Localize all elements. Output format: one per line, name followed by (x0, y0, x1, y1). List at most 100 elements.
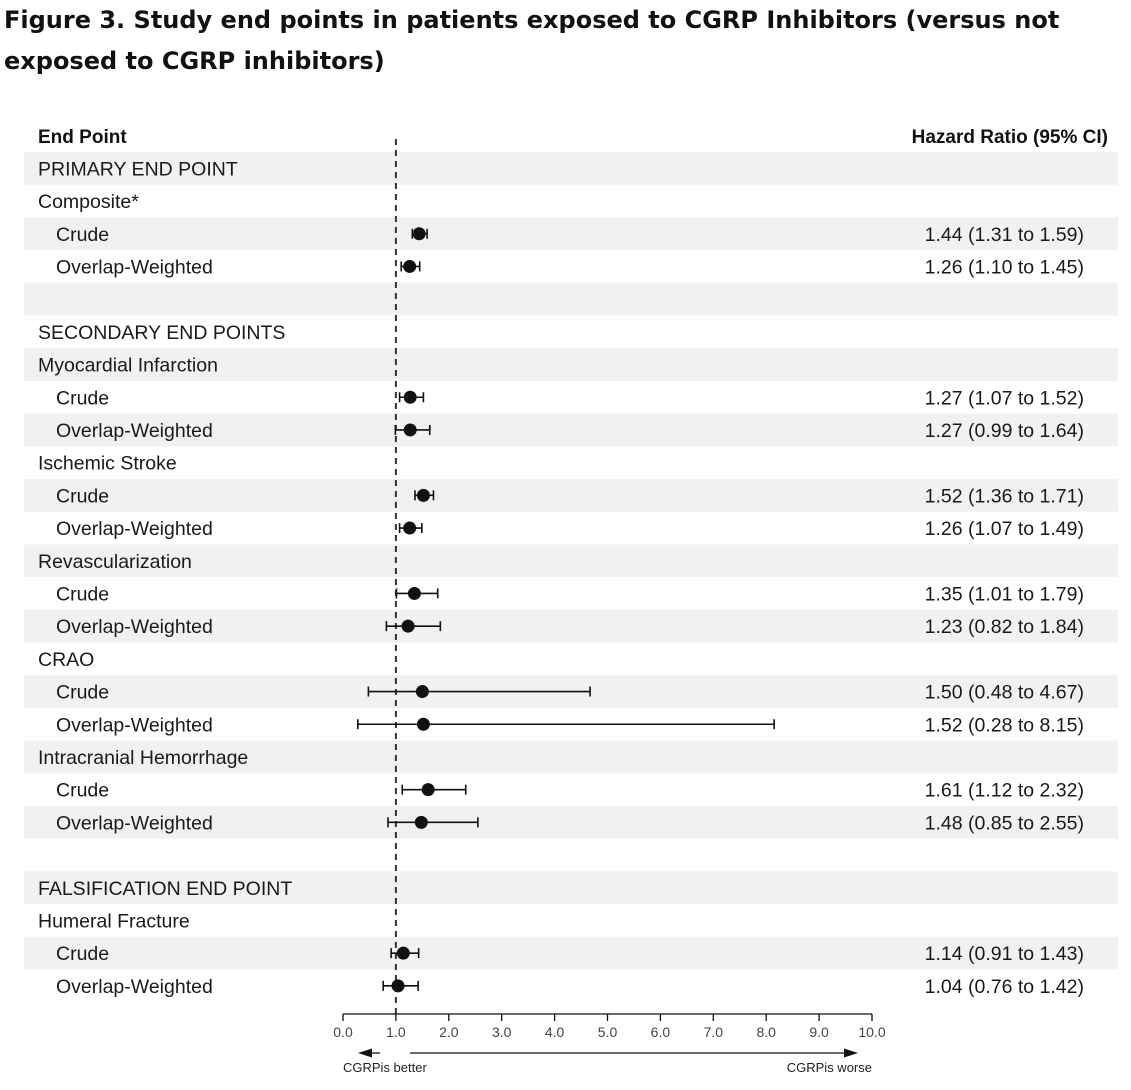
point-estimate (403, 259, 417, 273)
x-tick-label: 6.0 (651, 1024, 671, 1040)
arrow-right-icon (844, 1048, 858, 1058)
estimate-marker (394, 423, 431, 437)
row-label: Crude (56, 682, 109, 704)
hazard-ratio-value: 1.26 (1.10 to 1.45) (925, 256, 1084, 278)
point-estimate (403, 390, 417, 404)
point-estimate (391, 979, 405, 993)
hazard-ratio-value: 1.50 (0.48 to 4.67) (925, 682, 1084, 704)
point-estimate (421, 783, 435, 797)
estimate-marker (411, 227, 428, 241)
hazard-ratio-value: 1.27 (1.07 to 1.52) (925, 387, 1084, 409)
estimate-marker (390, 946, 420, 960)
row-label: Overlap-Weighted (56, 714, 213, 736)
point-estimate (412, 227, 426, 241)
x-tick-label: 8.0 (756, 1024, 776, 1040)
row-label: Overlap-Weighted (56, 812, 213, 834)
row-label: Overlap-Weighted (56, 976, 213, 998)
estimate-marker (387, 815, 479, 829)
hazard-ratio-value: 1.44 (1.31 to 1.59) (925, 224, 1084, 246)
column-header-end-point: End Point (38, 127, 127, 148)
direction-label-left: CGRPis better (343, 1060, 427, 1075)
figure-title: Figure 3. Study end points in patients e… (4, 6, 1060, 75)
column-header-hazard-ratio: Hazard Ratio (95% CI) (912, 127, 1108, 148)
row-band (24, 871, 1118, 905)
hazard-ratio-value: 1.26 (1.07 to 1.49) (925, 518, 1084, 540)
row-label: Crude (56, 943, 109, 965)
x-tick-label: 0.0 (333, 1024, 353, 1040)
hazard-ratio-value: 1.61 (1.12 to 2.32) (925, 780, 1084, 802)
estimate-marker (400, 259, 421, 273)
section-label: SECONDARY END POINTS (38, 322, 285, 344)
row-band (24, 936, 1118, 970)
section-label: PRIMARY END POINT (38, 158, 238, 180)
arrow-left-icon (358, 1048, 372, 1058)
row-band (24, 740, 1118, 774)
row-label: Overlap-Weighted (56, 256, 213, 278)
row-label: Crude (56, 387, 109, 409)
estimate-marker (357, 717, 775, 731)
group-label: Ischemic Stroke (38, 453, 177, 475)
estimate-marker (382, 979, 419, 993)
x-tick-label: 9.0 (809, 1024, 829, 1040)
point-estimate (403, 423, 417, 437)
row-band (24, 479, 1118, 512)
row-label: Overlap-Weighted (56, 616, 213, 638)
row-label: Crude (56, 780, 109, 802)
direction-label-right: CGRPis worse (787, 1060, 872, 1075)
group-label: Intracranial Hemorrhage (38, 747, 248, 769)
hazard-ratio-value: 1.48 (0.85 to 2.55) (925, 812, 1084, 834)
group-label: Humeral Fracture (38, 910, 190, 932)
section-label: FALSIFICATION END POINT (38, 878, 292, 900)
x-tick-label: 1.0 (386, 1024, 406, 1040)
estimate-marker (398, 390, 425, 404)
hazard-ratio-value: 1.04 (0.76 to 1.42) (925, 976, 1084, 998)
group-label: Revascularization (38, 551, 192, 573)
point-estimate (416, 488, 430, 502)
row-band (24, 806, 1118, 839)
x-tick-label: 7.0 (704, 1024, 724, 1040)
row-band (24, 348, 1118, 381)
point-estimate (415, 685, 429, 699)
row-band (24, 544, 1118, 578)
point-estimate (401, 619, 415, 633)
row-label: Crude (56, 485, 109, 507)
estimate-marker (414, 488, 435, 502)
group-label: CRAO (38, 649, 94, 671)
row-label: Overlap-Weighted (56, 420, 213, 442)
hazard-ratio-value: 1.14 (0.91 to 1.43) (925, 943, 1084, 965)
group-label: Composite* (38, 191, 139, 213)
row-band (24, 152, 1118, 185)
point-estimate (414, 815, 428, 829)
row-label: Crude (56, 583, 109, 605)
row-bands (24, 152, 1118, 970)
group-label: Myocardial Infarction (38, 355, 218, 377)
hazard-ratio-value: 1.23 (0.82 to 1.84) (925, 616, 1084, 638)
forest-rows: PRIMARY END POINT Composite* Crude 1.44 (1.… (38, 158, 1084, 998)
estimate-marker (385, 619, 442, 633)
row-label: Crude (56, 224, 109, 246)
row-band (24, 609, 1118, 643)
row-band (24, 217, 1118, 251)
point-estimate (407, 586, 421, 600)
hazard-ratio-value: 1.52 (1.36 to 1.71) (925, 485, 1084, 507)
row-band (24, 413, 1118, 447)
x-tick-label: 5.0 (598, 1024, 618, 1040)
estimate-marker (398, 521, 423, 535)
estimate-marker (395, 586, 439, 600)
x-tick-label: 3.0 (492, 1024, 512, 1040)
x-axis: 0.0 1.0 2.0 3.0 4.0 5.0 6.0 7.0 8.0 9.0 10.0 CGRPis… (333, 1013, 886, 1075)
estimate-marker (367, 685, 591, 699)
hazard-ratio-value: 1.27 (0.99 to 1.64) (925, 420, 1084, 442)
estimate-marker (401, 783, 467, 797)
point-estimate (403, 521, 417, 535)
x-tick-label: 10.0 (858, 1024, 885, 1040)
point-estimate (416, 717, 430, 731)
hazard-ratio-value: 1.52 (0.28 to 8.15) (925, 714, 1084, 736)
row-band (24, 282, 1118, 316)
hazard-ratio-value: 1.35 (1.01 to 1.79) (925, 583, 1084, 605)
point-estimate (396, 946, 410, 960)
x-tick-label: 2.0 (439, 1024, 459, 1040)
x-tick-label: 4.0 (545, 1024, 565, 1040)
row-label: Overlap-Weighted (56, 518, 213, 540)
